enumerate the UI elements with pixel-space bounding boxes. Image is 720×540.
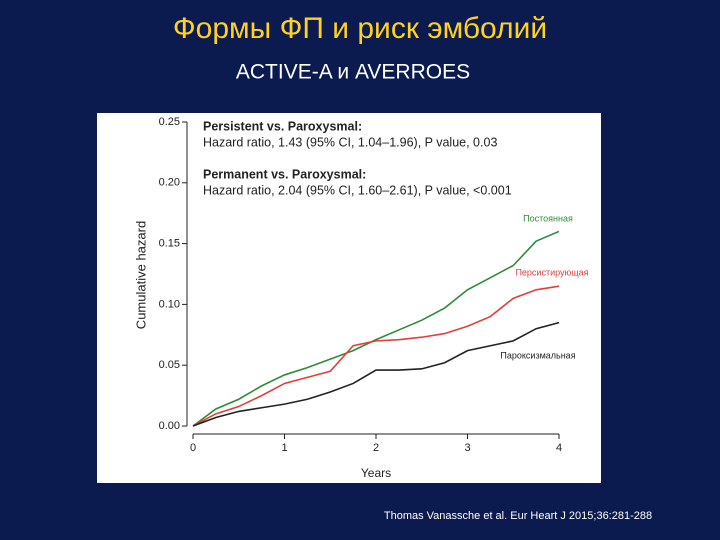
x-tick-label: 2 [373, 442, 379, 454]
y-tick-label: 0.25 [159, 116, 180, 128]
source: Thomas Vanassche et al. Eur Heart J 2015… [384, 510, 652, 522]
y-tick-label: 0.10 [159, 298, 180, 310]
annotation: Hazard ratio, 2.04 (95% CI, 1.60–2.61), … [203, 183, 512, 197]
y-tick-label: 0.20 [159, 177, 180, 189]
series-line [192, 230, 560, 427]
series-line [192, 321, 560, 427]
annotation: Permanent vs. Paroxysmal: [203, 167, 366, 181]
series-label: Постоянная [523, 213, 573, 223]
x-tick-label: 3 [464, 442, 470, 454]
x-tick-label: 4 [556, 442, 562, 454]
x-tick-label: 1 [281, 442, 287, 454]
y-tick-label: 0.00 [159, 420, 180, 432]
slide-subtitle: ACTIVE-A и AVERROES [236, 61, 470, 84]
series-label: Пароксизмальная [500, 350, 575, 360]
x-axis-label: Years [361, 466, 391, 480]
y-axis-label: Cumulative hazard [133, 221, 148, 329]
series-line [192, 285, 560, 427]
annotation: Hazard ratio, 1.43 (95% CI, 1.04–1.96), … [203, 135, 497, 149]
annotation: Persistent vs. Paroxysmal: [203, 119, 362, 133]
x-tick-label: 0 [190, 442, 196, 454]
y-tick-label: 0.15 [159, 238, 180, 250]
y-tick-label: 0.05 [159, 359, 180, 371]
chart-panel [97, 113, 601, 483]
series-label: Персистирующая [515, 267, 588, 277]
slide-title: Формы ФП и риск эмболий [173, 12, 547, 45]
